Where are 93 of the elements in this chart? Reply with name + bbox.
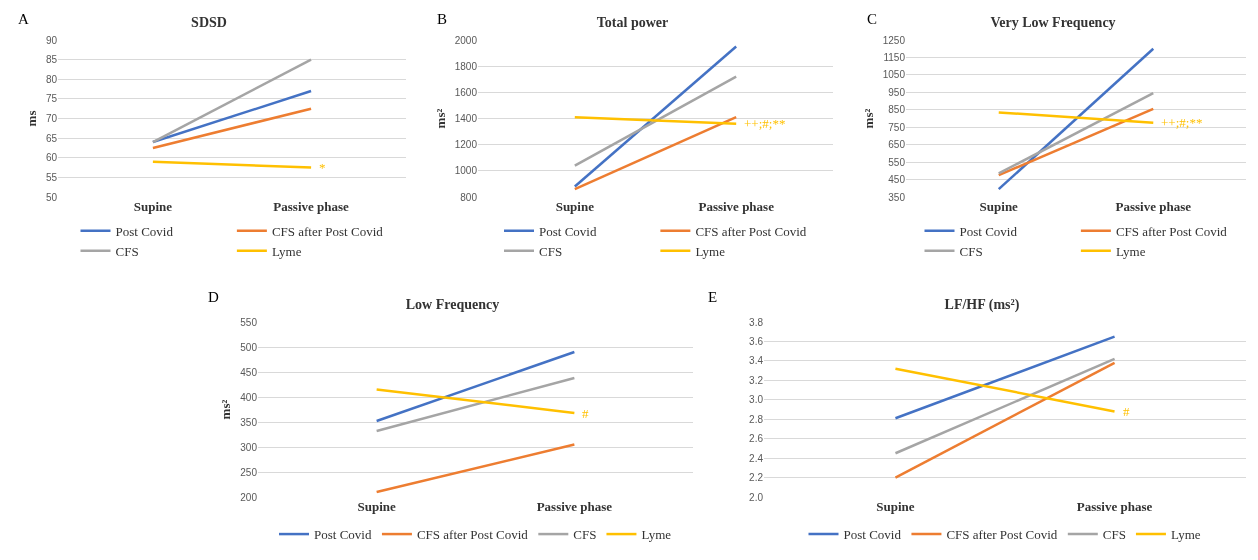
legend-label: Lyme: [1115, 243, 1146, 259]
y-tick-label: 2000: [454, 34, 478, 46]
legend-label: Post Covid: [115, 223, 174, 239]
legend-label: Lyme: [1170, 527, 1201, 543]
y-axis-title: ms: [23, 110, 39, 127]
y-tick-label: 2.8: [749, 413, 764, 425]
y-tick-label: 400: [240, 391, 258, 403]
y-axis-title: ms²: [432, 108, 448, 129]
legend-label: Post Covid: [843, 527, 902, 543]
text: C: [867, 11, 878, 27]
legend-label: Post Covid: [314, 527, 372, 543]
legend-label: CFS: [115, 243, 139, 259]
y-tick-label: 350: [888, 191, 906, 203]
y-tick-label: 1250: [882, 34, 906, 46]
text: A: [18, 11, 29, 27]
y-tick-label: 1800: [454, 60, 478, 72]
y-axis-title: ms²: [218, 399, 234, 420]
x-tick-label: Supine: [357, 499, 397, 514]
y-tick-label: 75: [45, 93, 58, 105]
annotation: *: [319, 160, 326, 175]
text: B: [437, 11, 448, 27]
x-tick-label: Passive phase: [1076, 499, 1153, 514]
legend-label: CFS after Post Covid: [416, 527, 529, 543]
y-tick-label: 3.6: [749, 335, 764, 347]
y-tick-label: 80: [45, 73, 58, 85]
annotation: ++;#;**: [1161, 115, 1203, 130]
y-tick-label: 3.2: [749, 374, 764, 386]
y-tick-label: 1400: [454, 113, 478, 124]
chart-title: Total power: [596, 14, 669, 30]
y-tick-label: 2.4: [749, 452, 764, 464]
text: D: [208, 289, 219, 305]
x-tick-label: Supine: [133, 199, 173, 214]
legend-label: CFS after Post Covid: [1115, 223, 1228, 239]
y-tick-label: 550: [888, 156, 906, 168]
y-tick-label: 200: [240, 491, 258, 503]
y-tick-label: 1050: [882, 69, 906, 81]
x-tick-label: Supine: [979, 199, 1019, 214]
legend-label: Lyme: [271, 243, 302, 259]
chart-title: SDSD: [191, 14, 227, 30]
y-tick-label: 1000: [454, 165, 478, 177]
y-tick-label: 2.0: [749, 491, 764, 503]
y-tick-label: 90: [45, 34, 58, 46]
x-tick-label: Passive phase: [1115, 199, 1192, 214]
y-tick-label: 450: [888, 174, 906, 186]
chart-title: Very Low Frequency: [990, 14, 1116, 30]
y-tick-label: 50: [45, 191, 58, 203]
y-tick-label: 1150: [883, 51, 906, 63]
legend-label: Lyme: [641, 527, 672, 543]
y-tick-label: 550: [240, 316, 258, 328]
y-tick-label: 55: [45, 171, 58, 183]
legend-label: CFS after Post Covid: [271, 223, 384, 239]
legend-label: CFS: [959, 243, 983, 259]
x-tick-label: Passive phase: [536, 499, 613, 514]
y-tick-label: 60: [45, 152, 58, 164]
y-tick-label: 1600: [454, 86, 478, 98]
legend-label: CFS: [573, 527, 597, 543]
y-tick-label: 2.6: [749, 433, 764, 445]
legend-label: CFS after Post Covid: [946, 527, 1058, 543]
annotation: ++;#;**: [744, 116, 786, 131]
y-tick-label: 2.2: [749, 472, 764, 484]
x-tick-label: Passive phase: [273, 199, 350, 214]
y-tick-label: 850: [888, 104, 906, 116]
x-tick-label: Supine: [876, 499, 915, 514]
y-tick-label: 350: [240, 416, 258, 428]
annotation: #: [1123, 404, 1130, 419]
legend-label: Post Covid: [959, 223, 1018, 239]
chart-title: LF/HF (ms²): [944, 296, 1020, 313]
y-tick-label: 450: [240, 366, 258, 378]
y-tick-label: 950: [888, 86, 906, 98]
x-tick-label: Supine: [555, 199, 595, 214]
y-tick-label: 3.0: [749, 394, 764, 406]
y-tick-label: 500: [240, 341, 258, 353]
legend-label: CFS after Post Covid: [695, 223, 807, 239]
legend-label: CFS: [1102, 527, 1126, 543]
legend-label: CFS: [539, 243, 563, 259]
legend-label: Post Covid: [539, 223, 597, 239]
y-tick-label: 3.4: [749, 355, 764, 367]
y-tick-label: 750: [888, 121, 906, 133]
legend-label: Lyme: [695, 243, 726, 259]
y-tick-label: 800: [460, 191, 478, 203]
annotation: #: [582, 406, 589, 421]
y-tick-label: 650: [888, 139, 906, 151]
y-tick-label: 1200: [454, 139, 478, 151]
y-tick-label: 65: [45, 132, 58, 144]
y-tick-label: 250: [240, 466, 258, 478]
y-tick-label: 300: [240, 441, 258, 453]
text: E: [708, 289, 718, 305]
y-tick-label: 85: [45, 54, 58, 66]
x-tick-label: Passive phase: [698, 199, 775, 214]
chart-title: Low Frequency: [405, 296, 500, 312]
y-tick-label: 70: [45, 113, 58, 124]
y-tick-label: 3.8: [749, 316, 764, 328]
y-axis-title: ms²: [860, 108, 876, 129]
